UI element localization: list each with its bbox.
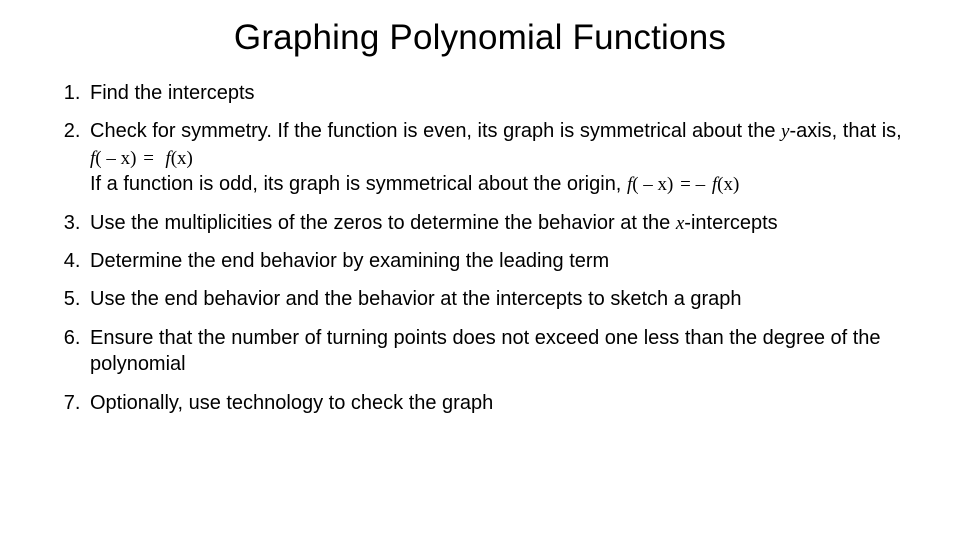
step-7-text: Optionally, use technology to check the … (90, 392, 493, 414)
steps-list: Find the intercepts Check for symmetry. … (40, 80, 920, 416)
step-5-text: Use the end behavior and the behavior at… (90, 288, 742, 310)
step-4-text: Determine the end behavior by examining … (90, 250, 609, 272)
step-5: Use the end behavior and the behavior at… (86, 286, 912, 312)
eq1-equals: = (136, 148, 160, 169)
step-2-eq1: f( – x) = f(x) (90, 148, 193, 169)
step-3-text-a: Use the multiplicities of the zeros to d… (90, 212, 676, 234)
step-2-text-b: -axis, that is, (789, 120, 901, 142)
eq2-rhs-arg: (x) (717, 174, 739, 195)
step-7: Optionally, use technology to check the … (86, 390, 912, 416)
eq1-rhs-arg: (x) (171, 148, 193, 169)
step-1-text: Find the intercepts (90, 82, 255, 104)
step-4: Determine the end behavior by examining … (86, 248, 912, 274)
step-3: Use the multiplicities of the zeros to d… (86, 210, 912, 236)
slide-container: Graphing Polynomial Functions Find the i… (0, 0, 960, 540)
slide-title: Graphing Polynomial Functions (40, 18, 920, 58)
step-2-eq2: f( – x) = – f(x) (627, 174, 739, 195)
step-2-text-c: If a function is odd, its graph is symme… (90, 173, 627, 195)
eq2-equals: = – (673, 174, 711, 195)
eq1-lhs-arg: ( – x) (95, 148, 136, 169)
eq2-lhs-arg: ( – x) (632, 174, 673, 195)
step-3-text-b: -intercepts (684, 212, 777, 234)
step-6-text: Ensure that the number of turning points… (90, 327, 881, 375)
step-1: Find the intercepts (86, 80, 912, 106)
step-2-text-a: Check for symmetry. If the function is e… (90, 120, 781, 142)
step-6: Ensure that the number of turning points… (86, 325, 912, 378)
step-2: Check for symmetry. If the function is e… (86, 118, 912, 197)
